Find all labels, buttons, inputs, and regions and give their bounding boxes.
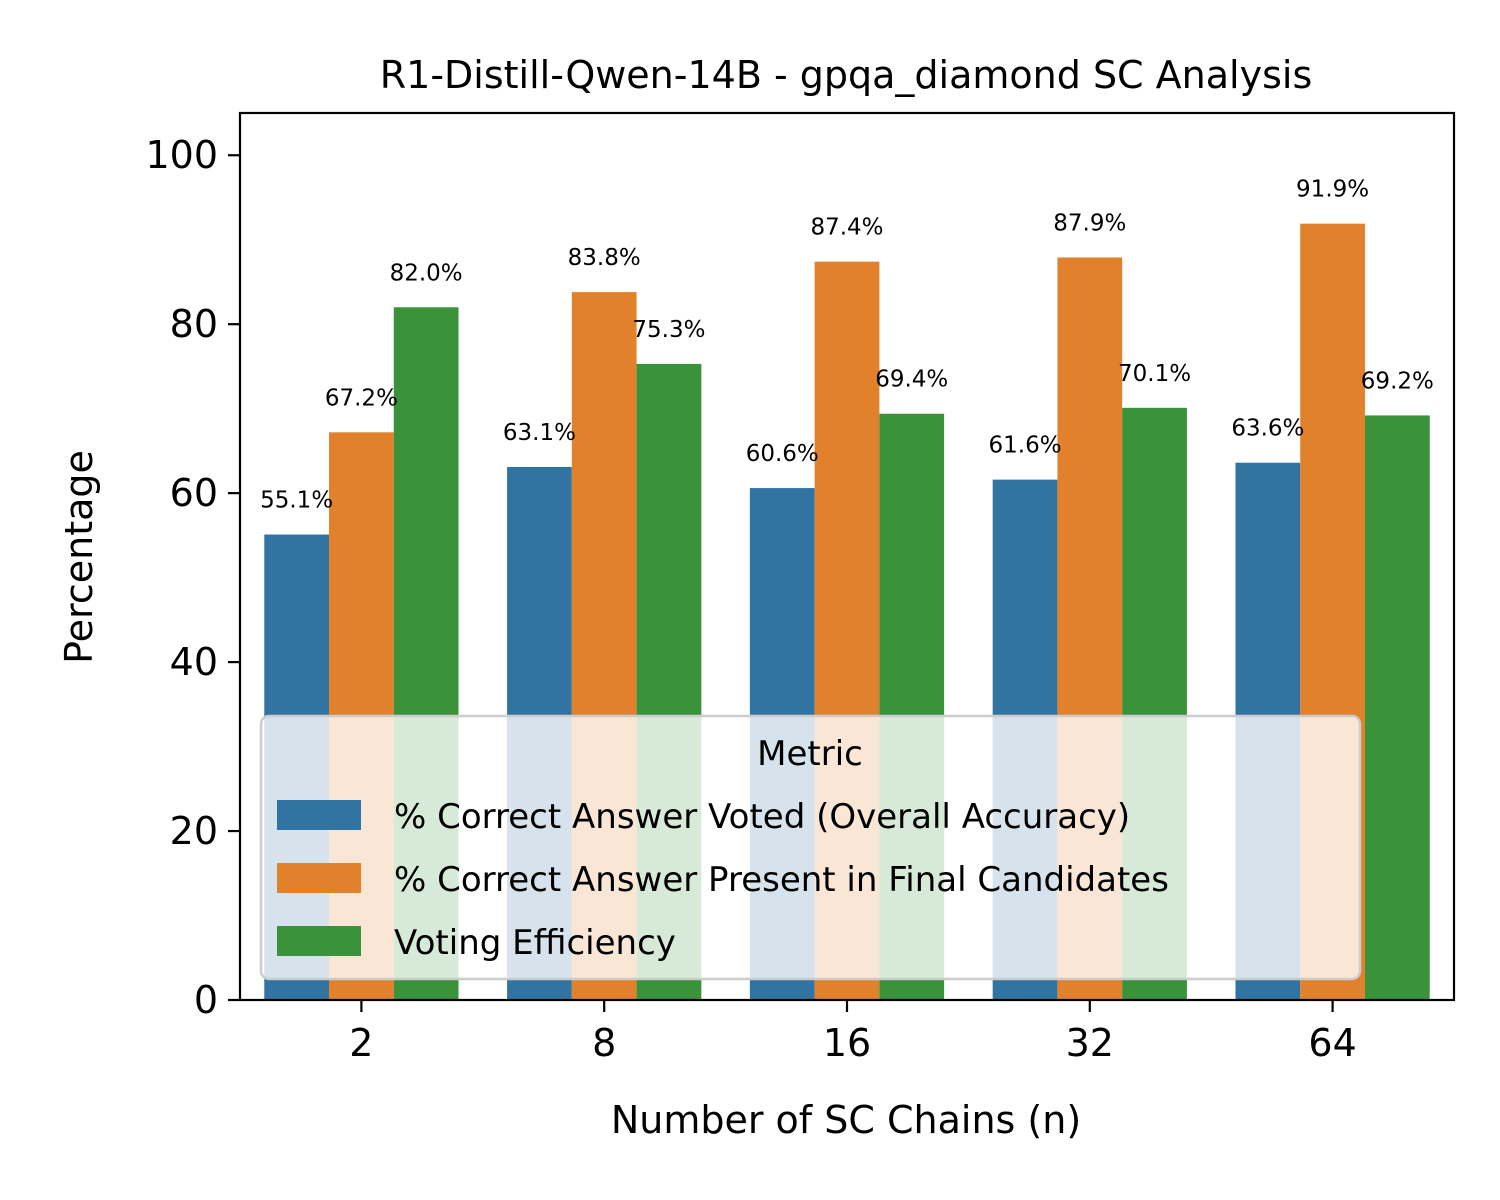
y-axis-label: Percentage <box>57 450 101 664</box>
legend: Metric % Correct Answer Voted (Overall A… <box>259 714 1362 981</box>
data-label: 87.9% <box>1053 210 1126 236</box>
x-tick-label: 8 <box>592 1021 616 1065</box>
y-tick-label: 80 <box>170 302 218 346</box>
legend-swatch <box>277 863 361 893</box>
legend-swatch <box>277 800 361 830</box>
data-label: 87.4% <box>810 215 883 241</box>
data-label: 83.8% <box>568 245 641 271</box>
y-tick-label: 60 <box>170 471 218 515</box>
data-labels-group: 55.1% 63.1% 60.6% 61.6% 63.6% 67.2% 83.8% 87.4%… <box>260 177 1434 514</box>
data-label: 75.3% <box>632 317 705 343</box>
x-tick-label: 64 <box>1308 1021 1356 1065</box>
legend-entry: Voting Efficiency <box>394 923 676 963</box>
x-tick-label: 16 <box>823 1021 871 1065</box>
y-tick-label: 100 <box>145 133 218 177</box>
data-label: 55.1% <box>260 488 333 514</box>
x-tick-label: 32 <box>1066 1021 1114 1065</box>
chart-title: R1-Distill-Qwen-14B - gpqa_diamond SC An… <box>380 53 1313 97</box>
data-label: 61.6% <box>989 433 1062 459</box>
y-tick-label: 0 <box>194 978 218 1022</box>
legend-items: % Correct Answer Voted (Overall Accuracy… <box>277 797 1169 963</box>
data-label: 82.0% <box>390 260 463 286</box>
data-label: 91.9% <box>1296 177 1369 203</box>
data-label: 63.1% <box>503 420 576 446</box>
legend-title: Metric <box>757 734 863 774</box>
y-tick-label: 40 <box>170 640 218 684</box>
y-axis-ticks: 0 20 40 60 80 100 <box>145 133 240 1022</box>
data-label: 60.6% <box>746 441 819 467</box>
data-label: 69.2% <box>1361 368 1434 394</box>
legend-entry: % Correct Answer Present in Final Candid… <box>394 860 1169 900</box>
x-tick-label: 2 <box>349 1021 373 1065</box>
bar-series-2-64 <box>1364 415 1430 1000</box>
legend-swatch <box>277 926 361 956</box>
x-axis-label: Number of SC Chains (n) <box>611 1098 1081 1142</box>
legend-box <box>259 714 1362 981</box>
plot-frame <box>238 111 1456 1002</box>
y-tick-label: 20 <box>170 809 218 853</box>
data-label: 70.1% <box>1118 361 1191 387</box>
data-label: 69.4% <box>875 367 948 393</box>
x-axis-ticks: 2 8 16 32 64 <box>349 1000 1357 1065</box>
legend-entry: % Correct Answer Voted (Overall Accuracy… <box>394 797 1130 837</box>
data-label: 67.2% <box>325 385 398 411</box>
data-label: 63.6% <box>1231 416 1304 442</box>
